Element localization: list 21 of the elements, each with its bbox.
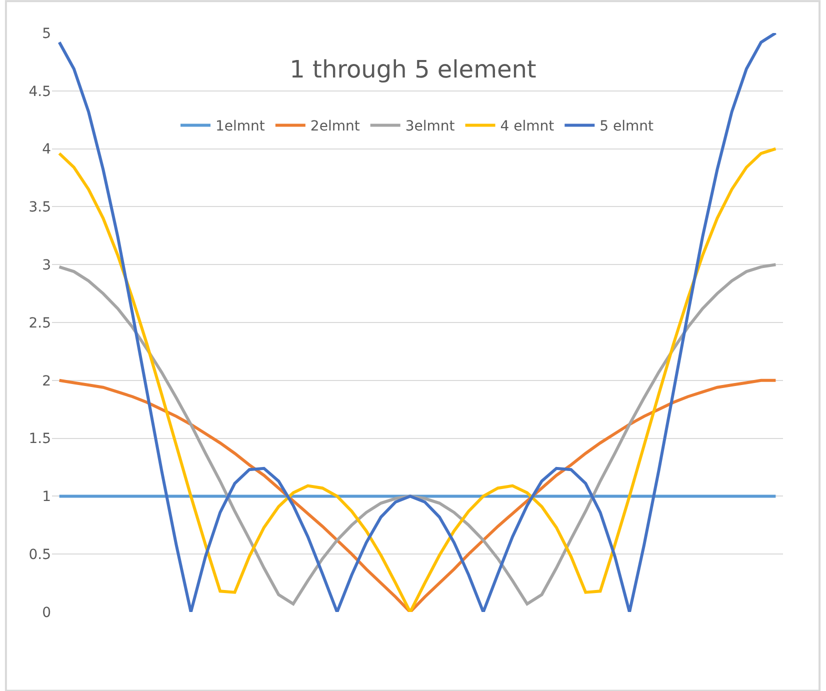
- y-tick-label: 3.5: [28, 200, 51, 216]
- legend-label: 2elmnt: [310, 118, 360, 135]
- y-tick-label: 3: [42, 258, 51, 274]
- y-tick-label: 0.5: [28, 547, 51, 563]
- y-tick-label: 2.5: [28, 315, 51, 332]
- y-tick-label: 2: [42, 373, 51, 390]
- text: 1 through 5 element: [290, 56, 536, 84]
- line-series: [58, 378, 778, 612]
- legend-label: 1elmnt: [216, 118, 266, 135]
- line-series: [58, 33, 778, 612]
- line-series: [58, 263, 778, 606]
- legend-label: 3elmnt: [405, 118, 456, 135]
- legend-label: 5 elmnt: [600, 118, 654, 135]
- y-tick-label: 4.5: [28, 84, 51, 100]
- y-tick-label: 5: [42, 26, 51, 42]
- line-series: [58, 147, 778, 612]
- y-tick-label: 0: [42, 604, 51, 621]
- y-tick-label: 1: [42, 489, 51, 506]
- legend-label: 4 elmnt: [500, 118, 555, 135]
- y-tick-label: 4: [42, 142, 52, 158]
- y-tick-label: 1.5: [28, 431, 51, 448]
